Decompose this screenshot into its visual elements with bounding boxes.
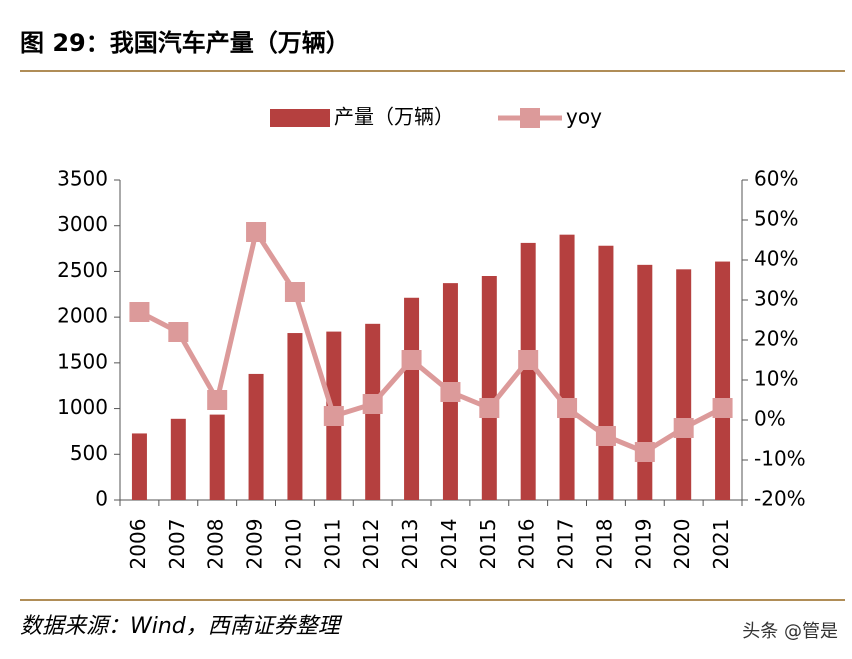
x-tick-label: 2021 [709,519,733,570]
x-tick-label: 2013 [398,519,422,570]
yoy-marker [518,350,539,370]
y-tick-label: 2000 [57,304,108,328]
x-tick-label: 2012 [359,519,383,570]
bar [287,333,303,500]
y2-tick-label: 50% [754,207,798,231]
x-tick-label: 2009 [243,519,267,570]
yoy-marker [401,350,422,370]
yoy-marker [595,426,616,446]
bar [637,264,653,500]
bar [248,373,264,500]
yoy-marker [129,302,150,322]
bar [598,245,614,500]
bar [481,276,497,500]
x-tick-label: 2018 [592,519,616,570]
y2-tick-label: -10% [754,447,806,471]
x-tick-label: 2008 [204,519,228,570]
bar [715,261,731,500]
watermark: 头条 @管是 [742,621,838,642]
y-tick-label: 2500 [57,258,108,282]
bar [559,234,575,500]
yoy-marker [557,398,578,418]
y2-tick-label: 30% [754,287,798,311]
yoy-marker [284,282,305,302]
y-tick-label: 0 [95,487,108,511]
x-tick-label: 2016 [515,519,539,570]
yoy-marker [246,222,267,242]
y-tick-label: 1500 [57,349,108,373]
y2-tick-label: -20% [754,487,806,511]
y2-tick-label: 20% [754,327,798,351]
x-tick-label: 2007 [165,519,189,570]
y2-tick-label: 60% [754,167,798,191]
yoy-marker [479,398,500,418]
bar [676,269,692,500]
legend-swatch [520,108,540,128]
legend-label: yoy [566,105,602,129]
x-tick-label: 2014 [437,519,461,570]
y-tick-label: 500 [70,441,108,465]
x-tick-label: 2010 [281,519,305,570]
y2-tick-label: 10% [754,367,798,391]
bar [209,414,225,500]
yoy-line [138,225,724,455]
x-tick-label: 2006 [126,519,150,570]
bar [170,418,186,500]
x-tick-label: 2019 [631,519,655,570]
x-tick-label: 2020 [670,519,694,570]
yoy-marker [712,398,733,418]
x-tick-label: 2011 [320,519,344,570]
yoy-marker [362,394,383,414]
y-tick-label: 3000 [57,212,108,236]
y2-tick-label: 40% [754,247,798,271]
legend-swatch [270,109,330,127]
yoy-marker [323,406,344,426]
y-tick-label: 1000 [57,395,108,419]
yoy-marker [168,322,189,342]
y2-tick-label: 0% [754,407,786,431]
y-tick-label: 3500 [57,167,108,191]
x-tick-label: 2017 [554,519,578,570]
yoy-marker [207,390,228,410]
x-tick-label: 2015 [476,519,500,570]
yoy-marker [673,418,694,438]
yoy-marker [634,442,655,462]
page-title: 图 29：我国汽车产量（万辆） [20,29,350,57]
source-note: 数据来源：Wind，西南证券整理 [20,614,343,639]
legend-label: 产量（万辆） [334,105,454,129]
yoy-marker [440,382,461,402]
bar [131,433,147,500]
bar [404,297,420,500]
bar [520,242,536,500]
